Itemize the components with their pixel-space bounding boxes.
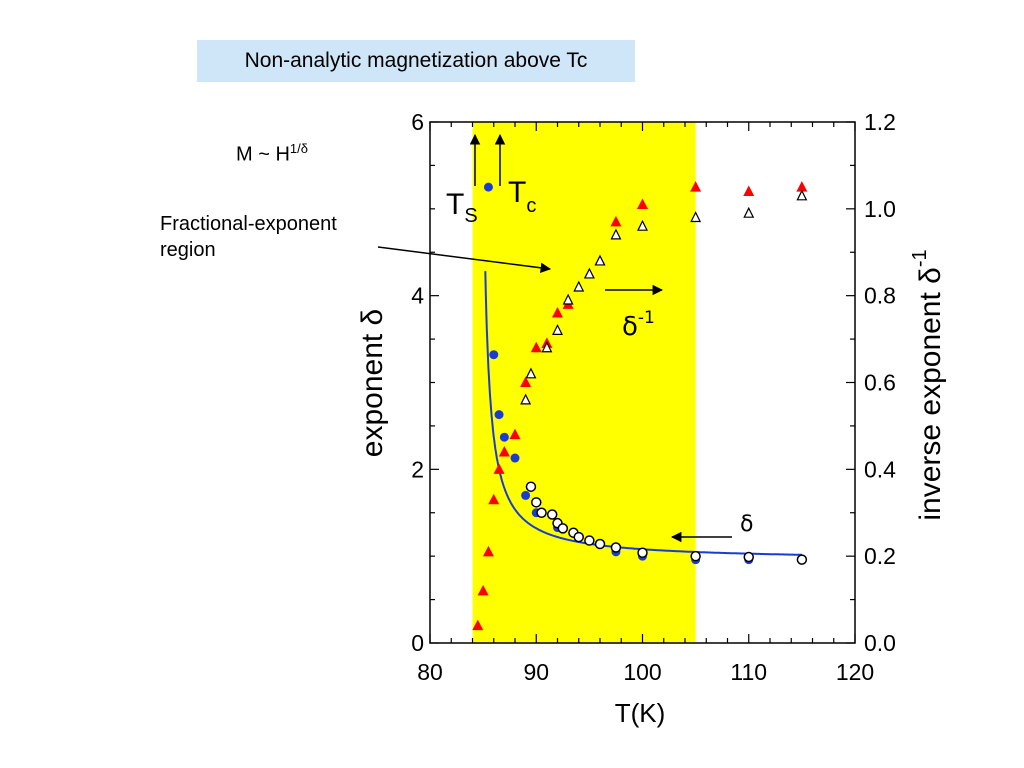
ts-subscript: S [464,205,477,227]
point-filled-triangle-2 [482,545,494,557]
point-open-circle-9 [594,538,606,550]
y2-tick-label: 0.4 [864,456,896,482]
point-open-circle-8 [584,535,595,546]
point-open-triangle-5 [573,280,585,292]
point-open-circle-14 [796,554,808,565]
point-open-triangle-3 [552,324,563,335]
point-open-triangle-2 [541,341,553,353]
point-open-circle-12 [690,550,701,562]
x-tick-label: 90 [523,659,549,685]
y2-tick-label: 0.2 [864,543,896,569]
ts-label: TS [446,188,478,227]
y2-tick-label: 1.0 [864,196,896,222]
point-open-triangle-12 [796,189,808,201]
x-tick-label: 110 [730,659,767,685]
region-note: Fractional-exponent region [160,211,400,263]
y2-tick-label: 0.0 [864,630,896,656]
region-note-line2: region [160,239,216,261]
y-tick-label: 6 [411,109,424,135]
scaling-law-text: M ~ H [236,143,290,166]
point-filled-circle-4 [510,453,520,463]
delta-inv-sup: -1 [638,308,655,328]
point-filled-triangle-7 [520,376,532,387]
point-open-circle-7 [573,531,584,543]
scaling-law-exponent: 1/δ [289,141,308,156]
point-filled-triangle-14 [610,215,622,227]
point-filled-circle-5 [521,490,531,500]
point-open-circle-5 [557,523,569,534]
delta-inv-label: δ-1 [622,308,655,342]
point-filled-triangle-4 [493,463,505,474]
point-filled-triangle-18 [796,181,808,192]
tc-subscript: c [526,195,536,217]
point-filled-circle-0 [483,182,493,192]
y-tick-label: 0 [411,630,424,656]
y2-tick-label: 0.6 [864,370,896,396]
x-tick-label: 120 [836,659,874,685]
y-tick-label: 2 [411,456,424,482]
point-open-triangle-4 [562,293,574,305]
point-open-circle-13 [743,551,754,563]
y2-tick-label: 1.2 [864,109,896,135]
point-filled-triangle-15 [637,198,648,209]
delta-label: δ [740,512,753,537]
point-filled-triangle-1 [477,584,489,596]
point-filled-circle-1 [489,350,499,360]
point-filled-triangle-10 [552,307,563,318]
x-tick-label: 80 [417,659,443,685]
point-open-triangle-7 [594,254,606,266]
region-arrow [377,246,552,274]
y2-axis-title-sup: -1 [909,249,931,267]
point-open-circle-10 [610,542,622,553]
tc-label: Tc [508,176,536,217]
region-note-line1: Fractional-exponent [160,213,337,235]
point-open-triangle-11 [743,206,755,218]
point-filled-circle-2 [494,410,504,420]
point-filled-triangle-8 [530,341,542,353]
point-open-circle-3 [546,509,558,520]
point-open-triangle-9 [637,219,648,231]
point-open-circle-11 [637,547,648,558]
title-box: Non-analytic magnetization above Tc [197,40,635,82]
point-filled-triangle-5 [498,445,510,457]
x-tick-label: 100 [623,659,661,685]
point-filled-triangle-16 [690,181,702,192]
point-open-triangle-6 [583,267,595,279]
scaling-law-note: M ~ H1/δ [236,136,308,168]
y-tick-label: 4 [411,283,424,309]
y2-tick-label: 0.8 [864,283,896,309]
point-filled-triangle-6 [509,428,521,440]
point-filled-triangle-17 [743,185,755,196]
point-open-circle-0 [525,481,537,492]
point-filled-circle-3 [499,432,509,442]
point-open-circle-2 [536,507,547,518]
point-open-circle-1 [531,497,542,508]
point-filled-triangle-0 [472,619,484,631]
point-open-triangle-0 [520,393,532,405]
point-open-triangle-8 [610,228,622,240]
point-open-triangle-10 [690,211,702,223]
y2-axis-title: inverse exponent δ-1 [909,249,947,520]
y-axis-title: exponent δ [356,309,389,457]
fractional-exponent-region [472,122,696,643]
point-filled-triangle-3 [488,493,500,505]
x-axis-title: T(K) [615,698,666,728]
point-open-triangle-1 [525,367,537,379]
